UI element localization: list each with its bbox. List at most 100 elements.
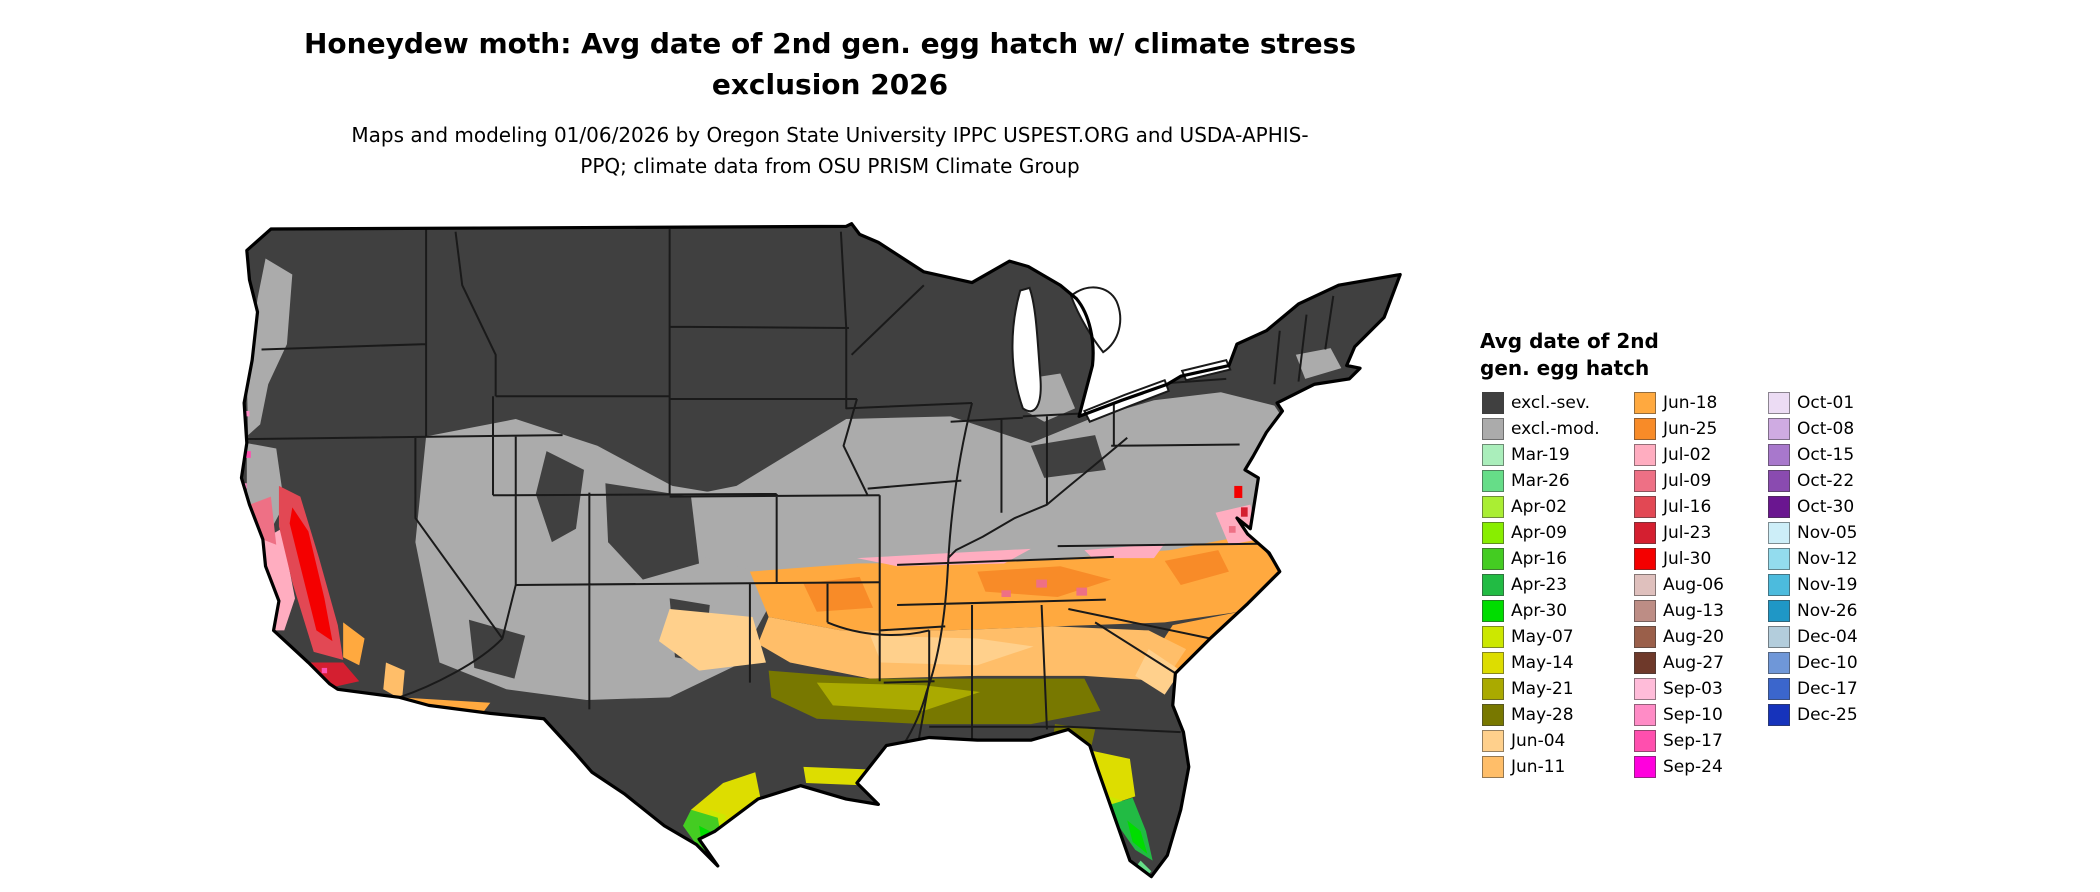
us-map [239,222,1402,879]
legend-swatch [1482,730,1504,752]
legend-swatch [1768,574,1790,596]
legend-item-label: May-21 [1511,679,1574,699]
legend-swatch [1634,756,1656,778]
legend-swatch [1634,704,1656,726]
legend-item-label: Apr-30 [1511,601,1568,621]
region-chesapeake-spots [1228,485,1248,533]
legend-swatch [1482,548,1504,570]
legend-item-label: May-14 [1511,653,1574,673]
legend-item: Nov-19 [1768,572,1918,598]
legend-swatch [1768,444,1790,466]
legend-item: Jul-23 [1634,520,1784,546]
legend-item-label: excl.-sev. [1511,393,1590,413]
legend-item-label: Jun-04 [1511,731,1566,751]
legend-item-label: excl.-mod. [1511,419,1600,439]
legend-item: Aug-20 [1634,624,1784,650]
legend-item: Oct-01 [1768,390,1918,416]
legend-item-label: Mar-26 [1511,471,1570,491]
state-borders [241,229,1335,790]
legend-swatch [1482,574,1504,596]
legend-item-label: Oct-01 [1797,393,1855,413]
legend-item-label: Jul-02 [1663,445,1712,465]
legend-item-label: Jul-30 [1663,549,1712,569]
legend-swatch [1768,548,1790,570]
legend-item-label: Dec-25 [1797,705,1858,725]
legend-swatch [1768,522,1790,544]
legend-item-label: Apr-02 [1511,497,1568,517]
legend-item: Apr-30 [1482,598,1632,624]
region-june-band [749,534,1280,674]
legend-title-line2: gen. egg hatch [1480,356,1650,380]
legend-item-label: Nov-12 [1797,549,1858,569]
legend-item-label: Oct-15 [1797,445,1855,465]
legend-swatch [1634,496,1656,518]
legend-swatch [1482,444,1504,466]
legend-item-label: Dec-10 [1797,653,1858,673]
legend-column-1: excl.-sev. excl.-mod. Mar-19 Mar-26 Apr-02 Ap… [1482,390,1632,780]
legend-item: May-14 [1482,650,1632,676]
legend-item: Jun-25 [1634,416,1784,442]
legend-item-label: May-28 [1511,705,1574,725]
legend-item: May-28 [1482,702,1632,728]
legend-swatch [1768,678,1790,700]
legend-swatch [1482,756,1504,778]
legend-item-label: Dec-04 [1797,627,1858,647]
legend-swatch [1634,522,1656,544]
legend-item: Aug-13 [1634,598,1784,624]
legend-item: Dec-17 [1768,676,1918,702]
legend-item-label: Nov-19 [1797,575,1858,595]
legend-swatch [1482,392,1504,414]
legend-item-label: Jul-16 [1663,497,1712,517]
legend-item-label: Sep-10 [1663,705,1723,725]
legend-item: Mar-19 [1482,442,1632,468]
legend-swatch [1634,548,1656,570]
legend-swatch [1768,600,1790,622]
legend-item-label: Aug-20 [1663,627,1724,647]
legend-item-label: Oct-30 [1797,497,1855,517]
legend-swatch [1768,418,1790,440]
legend-item-label: Sep-03 [1663,679,1723,699]
page-title: Honeydew moth: Avg date of 2nd gen. egg … [304,27,1356,101]
legend-swatch [1634,730,1656,752]
legend-swatch [1634,418,1656,440]
legend-title: Avg date of 2nd gen. egg hatch [1480,328,1659,382]
legend-item-label: Nov-26 [1797,601,1858,621]
legend-item-label: May-07 [1511,627,1574,647]
legend-item: May-07 [1482,624,1632,650]
legend-title-line1: Avg date of 2nd [1480,329,1659,353]
region-late-may-band [768,670,1101,754]
legend-swatch [1482,704,1504,726]
legend-item-label: Sep-24 [1663,757,1723,777]
legend-item-label: Jun-11 [1511,757,1566,777]
legend-swatch [1634,444,1656,466]
legend-swatch [1768,704,1790,726]
legend-swatch [1482,678,1504,700]
legend-swatch [1634,652,1656,674]
legend-item: Oct-08 [1768,416,1918,442]
legend-item-label: Oct-22 [1797,471,1855,491]
legend-swatch [1634,392,1656,414]
legend-item: Nov-12 [1768,546,1918,572]
legend-item: excl.-mod. [1482,416,1632,442]
legend-swatch [1768,626,1790,648]
legend-item-label: Dec-17 [1797,679,1858,699]
legend-item: Oct-22 [1768,468,1918,494]
legend-item: Nov-05 [1768,520,1918,546]
legend-swatch [1634,626,1656,648]
legend-swatch [1768,392,1790,414]
legend-item-label: Sep-17 [1663,731,1723,751]
legend-item: Apr-23 [1482,572,1632,598]
legend-item: Apr-16 [1482,546,1632,572]
legend-swatch [1482,496,1504,518]
legend-item: May-21 [1482,676,1632,702]
us-outline [239,222,1402,879]
legend-item: Sep-17 [1634,728,1784,754]
legend-item: Aug-27 [1634,650,1784,676]
page-subtitle: Maps and modeling 01/06/2026 by Oregon S… [351,123,1309,178]
legend-item: Dec-04 [1768,624,1918,650]
legend-item-label: Nov-05 [1797,523,1858,543]
legend-item-label: Jul-09 [1663,471,1712,491]
legend-item: Jul-09 [1634,468,1784,494]
legend-swatch [1634,470,1656,492]
